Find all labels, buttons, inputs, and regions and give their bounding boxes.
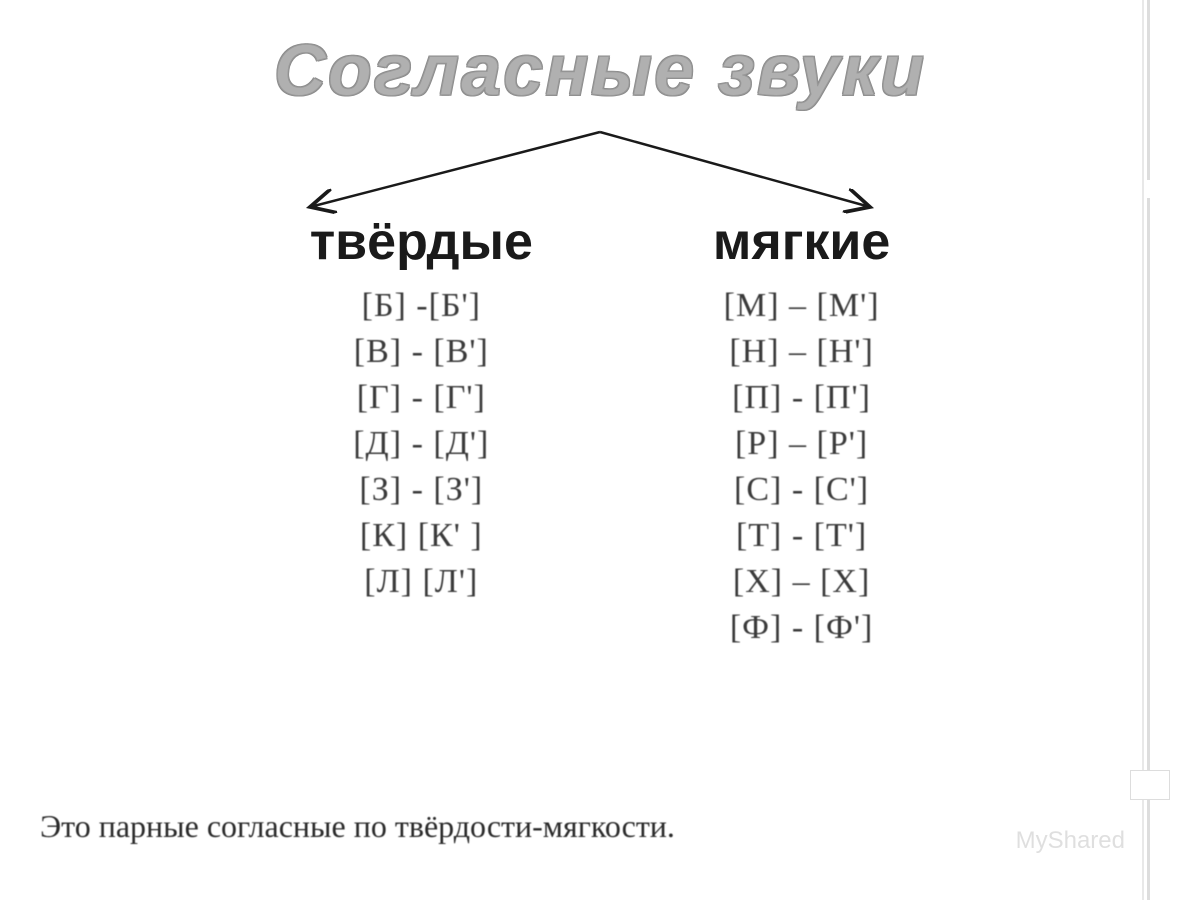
- arrows-container: [0, 122, 1200, 222]
- pair-item: [М] – [М']: [724, 287, 880, 325]
- pair-item: [С] - [С']: [734, 471, 869, 509]
- pair-item: [Р] – [Р']: [735, 425, 868, 463]
- left-pairs-list: [Б] -[Б'] [В] - [В'] [Г] - [Г'] [Д] - [Д…: [353, 287, 489, 601]
- pair-item: [Ф] - [Ф']: [730, 609, 873, 647]
- left-column: твёрдые [Б] -[Б'] [В] - [В'] [Г] - [Г'] …: [310, 212, 533, 647]
- pair-item: [Л] [Л']: [364, 563, 478, 601]
- pair-item: [П] - [П']: [732, 379, 871, 417]
- pair-item: [З] - [З']: [359, 471, 483, 509]
- watermark-text: MyShared: [1016, 827, 1125, 855]
- pair-item: [Н] – [Н']: [729, 333, 874, 371]
- notch-decoration: [1130, 770, 1170, 800]
- branching-arrows: [0, 122, 1200, 222]
- columns-container: твёрдые [Б] -[Б'] [В] - [В'] [Г] - [Г'] …: [0, 212, 1200, 647]
- main-title: Согласные звуки: [0, 0, 1200, 112]
- pair-item: [К] [К' ]: [360, 517, 483, 555]
- right-border-decoration: [1147, 0, 1150, 900]
- pair-item: [В] - [В']: [354, 333, 489, 371]
- footer-caption: Это парные согласные по твёрдости-мягкос…: [40, 808, 675, 845]
- pair-item: [Б] -[Б']: [362, 287, 481, 325]
- right-pairs-list: [М] – [М'] [Н] – [Н'] [П] - [П'] [Р] – […: [724, 287, 880, 647]
- pair-item: [Х] – [Х]: [733, 563, 870, 601]
- pair-item: [Д] - [Д']: [353, 425, 489, 463]
- right-column: мягкие [М] – [М'] [Н] – [Н'] [П] - [П'] …: [713, 212, 890, 647]
- pair-item: [Г] - [Г']: [357, 379, 486, 417]
- pair-item: [Т] - [Т']: [736, 517, 867, 555]
- right-border-decoration-2: [1142, 0, 1144, 900]
